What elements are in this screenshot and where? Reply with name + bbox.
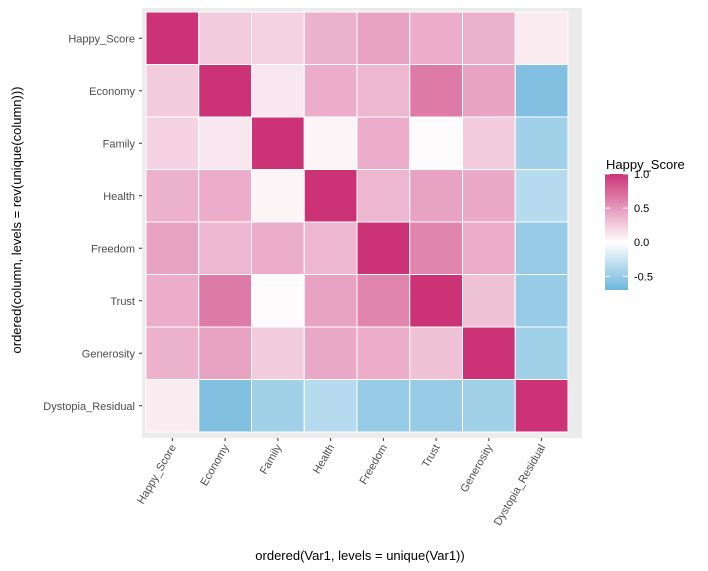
x-tick-label: Generosity [458, 442, 495, 494]
heatmap-cells [145, 11, 569, 433]
y-axis-title: ordered(column, levels = rev(unique(colu… [9, 87, 24, 354]
heatmap-cell [356, 274, 411, 328]
legend-colorbar [605, 174, 628, 290]
heatmap-cell [409, 379, 463, 433]
heatmap-cell [303, 274, 358, 328]
legend: Happy_Score 1.0 0.5 0.0 -0.5 [605, 157, 685, 290]
heatmap-cell [145, 64, 200, 118]
heatmap-cell [462, 169, 516, 223]
y-tick-label: Dystopia_Residual [43, 401, 135, 413]
heatmap-cell [462, 11, 516, 65]
heatmap-cell [198, 11, 252, 65]
y-tick-label: Generosity [82, 348, 136, 360]
heatmap-cell [145, 274, 200, 328]
heatmap-cell [462, 379, 516, 433]
heatmap-cell [198, 64, 252, 118]
heatmap-cell [409, 221, 463, 275]
heatmap-cell [462, 221, 516, 275]
heatmap-cell [251, 116, 305, 170]
heatmap-cell [514, 221, 569, 275]
heatmap-cell [145, 116, 200, 170]
heatmap-cell [303, 169, 358, 223]
heatmap-cell [303, 379, 358, 433]
heatmap-cell [514, 379, 569, 433]
heatmap-cell [409, 169, 463, 223]
heatmap-cell [145, 326, 200, 380]
x-tick-label: Health [311, 443, 337, 477]
heatmap-cell [251, 221, 305, 275]
heatmap-cell [145, 221, 200, 275]
heatmap-cell [514, 116, 569, 170]
heatmap-cell [198, 116, 252, 170]
heatmap-cell [514, 64, 569, 118]
heatmap-cell [251, 274, 305, 328]
x-axis-title: ordered(Var1, levels = unique(Var1)) [255, 548, 464, 563]
heatmap-cell [462, 116, 516, 170]
heatmap-cell [198, 326, 252, 380]
heatmap-cell [356, 221, 411, 275]
heatmap-cell [145, 169, 200, 223]
legend-tick-label: -0.5 [634, 271, 653, 283]
heatmap-cell [514, 11, 569, 65]
heatmap-cell [356, 379, 411, 433]
heatmap-cell [251, 169, 305, 223]
heatmap-cell [145, 11, 200, 65]
y-tick-label: Freedom [91, 243, 135, 255]
heatmap-cell [462, 274, 516, 328]
y-axis-ticks: Happy_Score Economy Family Health Freedom Tru… [43, 33, 142, 413]
heatmap-cell [514, 274, 569, 328]
heatmap-cell [462, 64, 516, 118]
heatmap-cell [198, 221, 252, 275]
legend-title: Happy_Score [606, 157, 685, 172]
heatmap-cell [303, 326, 358, 380]
x-tick-label: Freedom [358, 443, 390, 487]
heatmap-cell [356, 326, 411, 380]
x-tick-label: Happy_Score [135, 443, 179, 507]
heatmap-cell [251, 326, 305, 380]
heatmap-cell [409, 326, 463, 380]
x-tick-label: Trust [420, 443, 443, 470]
y-tick-label: Economy [89, 86, 135, 98]
y-tick-label: Health [103, 191, 135, 203]
x-tick-label: Economy [198, 442, 232, 488]
y-tick-label: Family [103, 138, 136, 150]
heatmap-cell [251, 64, 305, 118]
y-tick-label: Happy_Score [68, 33, 135, 45]
heatmap-cell [303, 116, 358, 170]
heatmap-cell [514, 169, 569, 223]
x-tick-label: Family [258, 442, 285, 476]
heatmap-cell [198, 169, 252, 223]
y-tick-label: Trust [110, 296, 135, 308]
heatmap-cell [251, 379, 305, 433]
heatmap-cell [409, 64, 463, 118]
heatmap-cell [198, 274, 252, 328]
heatmap-cell [303, 11, 358, 65]
heatmap-cell [514, 326, 569, 380]
heatmap-cell [356, 64, 411, 118]
heatmap-cell [462, 326, 516, 380]
heatmap-cell [303, 64, 358, 118]
heatmap-cell [303, 221, 358, 275]
heatmap-cell [409, 11, 463, 65]
heatmap-cell [356, 169, 411, 223]
legend-ticks: 1.0 0.5 0.0 -0.5 [605, 169, 653, 283]
heatmap-cell [198, 379, 252, 433]
heatmap-cell [356, 11, 411, 65]
heatmap-cell [251, 11, 305, 65]
legend-tick-label: 0.5 [634, 203, 649, 215]
x-axis-ticks: Happy_Score Economy Family Health Freedom Tru… [135, 438, 548, 528]
heatmap-cell [409, 274, 463, 328]
heatmap-cell [409, 116, 463, 170]
x-tick-label: Dystopia_Residual [492, 443, 548, 528]
legend-tick-label: 0.0 [634, 237, 649, 249]
legend-tick-label: 1.0 [634, 169, 649, 181]
heatmap-cell [356, 116, 411, 170]
heatmap-cell [145, 379, 200, 433]
